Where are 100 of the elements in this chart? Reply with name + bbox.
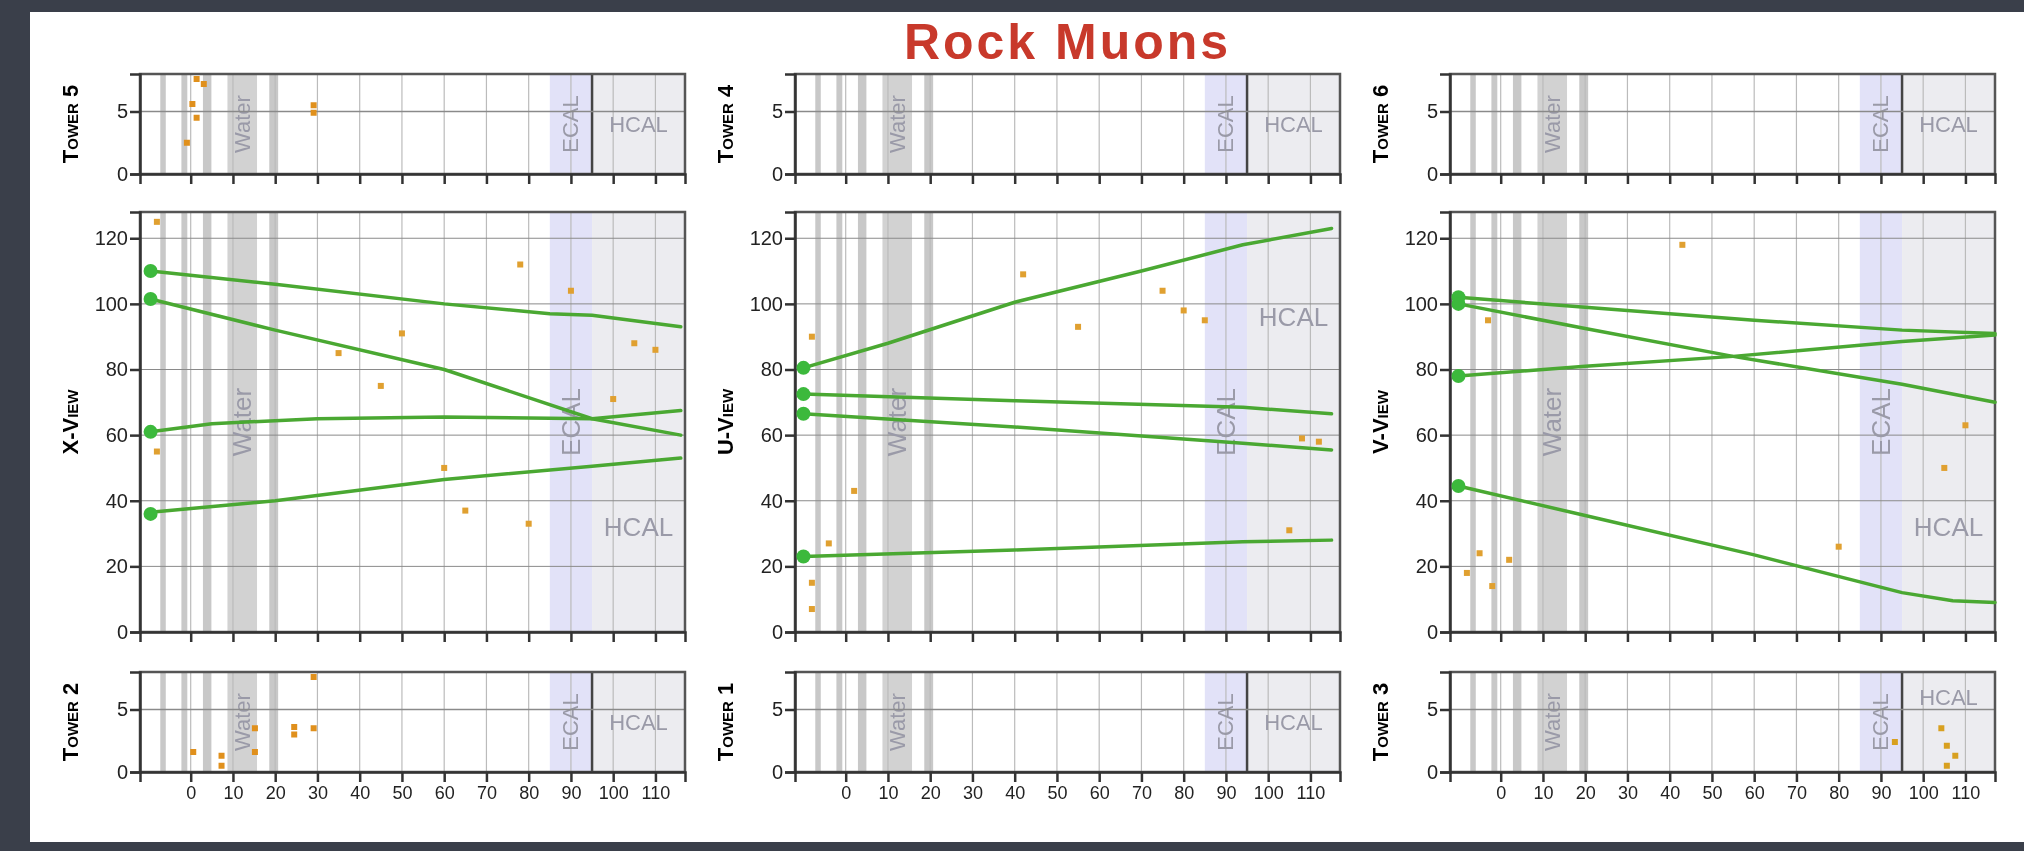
x-tick-label: 60 — [1089, 782, 1110, 803]
point — [610, 396, 617, 403]
y-tick-label: 5 — [1426, 100, 1438, 123]
x-tick-label: 50 — [1047, 782, 1068, 803]
x-tick-label: 100 — [1908, 782, 1939, 803]
band-label: HCAL — [1919, 684, 1978, 710]
point — [1485, 317, 1492, 324]
point — [1891, 739, 1898, 745]
y-axis-title: Tower 1 — [713, 682, 738, 762]
point — [1451, 369, 1466, 384]
chart-title: Rock Muons — [903, 14, 1232, 70]
y-tick-label: 40 — [760, 489, 783, 512]
y-axis-title: Tower 3 — [1368, 682, 1393, 762]
y-axis-title: Tower 2 — [58, 682, 83, 762]
x-tick-label: 10 — [223, 782, 244, 803]
point — [1159, 287, 1166, 294]
y-tick-label: 80 — [1415, 358, 1438, 381]
band-label: ECAL — [558, 95, 584, 153]
x-tick-label: 30 — [962, 782, 983, 803]
point — [851, 487, 858, 494]
x-tick-label: 60 — [434, 782, 455, 803]
band-label: ECAL — [1868, 95, 1894, 153]
point — [310, 674, 317, 680]
y-tick-label: 5 — [116, 698, 128, 721]
band-label: Water — [1539, 95, 1565, 153]
x-tick-label: 20 — [265, 782, 286, 803]
point — [143, 424, 158, 439]
y-tick-label: 5 — [1426, 698, 1438, 721]
point — [1962, 422, 1969, 429]
x-tick-label: 20 — [920, 782, 941, 803]
point — [183, 139, 190, 146]
y-tick-label: 0 — [771, 162, 783, 185]
point — [398, 330, 405, 337]
band-label: Water — [229, 95, 255, 153]
x-tick-label: 80 — [1829, 782, 1850, 803]
y-tick-label: 60 — [105, 424, 128, 447]
point — [1180, 307, 1187, 314]
band-label: Water — [884, 95, 910, 153]
point — [251, 725, 258, 732]
point — [1489, 583, 1496, 590]
band-label: HCAL — [603, 512, 674, 542]
point — [291, 724, 298, 730]
point — [808, 606, 815, 613]
x-tick-label: 110 — [1951, 782, 1981, 803]
point — [310, 725, 317, 732]
y-tick-label: 5 — [116, 100, 128, 123]
point — [652, 346, 659, 353]
y-axis-title: V-View — [1368, 389, 1393, 454]
point — [193, 114, 200, 121]
x-tick-label: 40 — [1005, 782, 1026, 803]
y-tick-label: 100 — [1404, 292, 1438, 315]
point — [567, 287, 574, 294]
x-tick-label: 70 — [1786, 782, 1807, 803]
point — [218, 762, 225, 769]
y-axis-title: Tower 5 — [58, 84, 83, 164]
x-tick-label: 0 — [186, 782, 197, 803]
x-tick-label: 10 — [1533, 782, 1554, 803]
band-label: HCAL — [1264, 709, 1323, 735]
x-tick-label: 50 — [392, 782, 413, 803]
point — [1679, 241, 1686, 248]
point — [1315, 438, 1322, 445]
band-label: ECAL — [558, 693, 584, 751]
point — [825, 540, 832, 547]
x-tick-label: 60 — [1744, 782, 1765, 803]
y-axis-title: U-View — [713, 388, 738, 456]
point — [796, 387, 811, 402]
y-tick-label: 0 — [1426, 760, 1438, 783]
point — [1476, 550, 1483, 557]
point — [1943, 742, 1950, 749]
x-tick-label: 110 — [1296, 782, 1326, 803]
x-tick-label: 100 — [598, 782, 629, 803]
x-tick-label: 70 — [476, 782, 497, 803]
y-tick-label: 0 — [1426, 162, 1438, 185]
band-label: ECAL — [1865, 388, 1896, 456]
point — [796, 360, 811, 375]
x-tick-label: 90 — [1216, 782, 1237, 803]
y-tick-label: 0 — [116, 620, 128, 643]
x-tick-label: 80 — [1174, 782, 1195, 803]
band-label: ECAL — [1213, 95, 1239, 153]
band-label: Water — [1539, 693, 1565, 751]
x-tick-label: 90 — [561, 782, 582, 803]
point — [153, 448, 160, 455]
point — [251, 749, 258, 755]
point — [143, 506, 158, 521]
point — [808, 333, 815, 340]
point — [193, 76, 200, 82]
point — [153, 218, 160, 225]
point — [1286, 527, 1293, 534]
y-tick-label: 0 — [771, 620, 783, 643]
x-tick-label: 10 — [878, 782, 899, 803]
point — [1943, 762, 1950, 769]
y-axis-title: Tower 6 — [1368, 84, 1393, 164]
band-label: HCAL — [1264, 111, 1323, 137]
y-tick-label: 20 — [760, 555, 783, 578]
point — [796, 406, 811, 421]
y-tick-label: 20 — [105, 555, 128, 578]
band-label: Water — [1537, 387, 1568, 457]
x-tick-label: 30 — [307, 782, 328, 803]
band-label: ECAL — [1868, 693, 1894, 751]
band-label: Water — [229, 693, 255, 751]
